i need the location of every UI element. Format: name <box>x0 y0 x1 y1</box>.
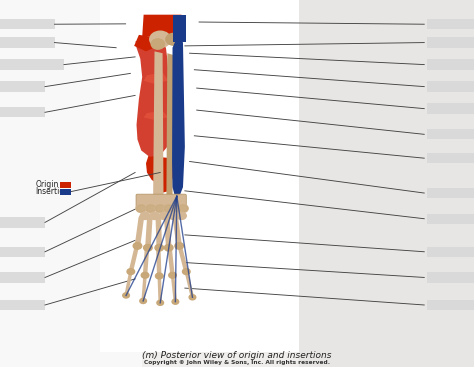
FancyBboxPatch shape <box>427 129 474 139</box>
Circle shape <box>155 273 163 279</box>
Circle shape <box>137 205 146 212</box>
Polygon shape <box>142 15 183 37</box>
Circle shape <box>178 205 188 212</box>
Polygon shape <box>172 41 185 196</box>
Circle shape <box>151 39 164 49</box>
FancyBboxPatch shape <box>60 182 71 188</box>
Circle shape <box>150 212 159 219</box>
FancyBboxPatch shape <box>427 19 474 29</box>
FancyBboxPatch shape <box>0 300 45 310</box>
Circle shape <box>172 299 179 304</box>
Text: Insertion: Insertion <box>36 187 69 196</box>
Circle shape <box>123 293 129 298</box>
Circle shape <box>140 212 150 219</box>
Text: Origin: Origin <box>36 180 59 189</box>
FancyBboxPatch shape <box>0 0 142 367</box>
Circle shape <box>164 244 173 251</box>
FancyBboxPatch shape <box>427 247 474 257</box>
FancyBboxPatch shape <box>0 19 55 29</box>
FancyBboxPatch shape <box>427 59 474 70</box>
Circle shape <box>141 272 149 278</box>
FancyBboxPatch shape <box>427 37 474 48</box>
Circle shape <box>140 298 146 304</box>
Polygon shape <box>136 41 174 158</box>
FancyBboxPatch shape <box>60 189 71 195</box>
Polygon shape <box>144 111 169 120</box>
Polygon shape <box>153 51 164 202</box>
Text: Copyright © John Wiley & Sons, Inc. All rights reserved.: Copyright © John Wiley & Sons, Inc. All … <box>144 360 330 365</box>
FancyBboxPatch shape <box>427 188 474 198</box>
Circle shape <box>164 204 174 212</box>
FancyBboxPatch shape <box>136 194 186 210</box>
Circle shape <box>175 243 183 249</box>
FancyBboxPatch shape <box>0 81 45 92</box>
Circle shape <box>155 205 165 212</box>
Circle shape <box>150 31 171 47</box>
Circle shape <box>136 204 146 212</box>
FancyBboxPatch shape <box>427 300 474 310</box>
FancyBboxPatch shape <box>0 217 45 228</box>
Circle shape <box>146 204 156 212</box>
FancyBboxPatch shape <box>427 81 474 92</box>
Circle shape <box>157 300 164 305</box>
FancyBboxPatch shape <box>100 0 299 352</box>
Polygon shape <box>144 73 169 83</box>
FancyBboxPatch shape <box>173 15 186 42</box>
FancyBboxPatch shape <box>299 0 474 367</box>
Circle shape <box>177 212 186 219</box>
Polygon shape <box>156 180 170 193</box>
Circle shape <box>155 244 164 251</box>
Polygon shape <box>146 156 175 185</box>
FancyBboxPatch shape <box>427 272 474 283</box>
Circle shape <box>189 295 196 300</box>
Circle shape <box>169 212 178 219</box>
FancyBboxPatch shape <box>427 214 474 224</box>
FancyBboxPatch shape <box>0 59 64 70</box>
Circle shape <box>169 272 176 278</box>
Circle shape <box>146 205 155 212</box>
FancyBboxPatch shape <box>427 153 474 163</box>
Circle shape <box>172 205 182 212</box>
FancyBboxPatch shape <box>427 103 474 114</box>
Circle shape <box>159 212 169 219</box>
FancyBboxPatch shape <box>0 272 45 283</box>
FancyBboxPatch shape <box>0 37 55 48</box>
Polygon shape <box>134 35 158 51</box>
Circle shape <box>164 205 173 212</box>
FancyBboxPatch shape <box>0 107 45 117</box>
Circle shape <box>166 33 181 45</box>
FancyBboxPatch shape <box>0 247 45 257</box>
Circle shape <box>178 204 188 212</box>
Circle shape <box>144 244 152 251</box>
Circle shape <box>133 243 142 249</box>
Circle shape <box>155 204 165 212</box>
Circle shape <box>172 204 182 212</box>
Circle shape <box>127 269 135 275</box>
Circle shape <box>182 269 190 275</box>
Text: (m) Posterior view of origin and insertions: (m) Posterior view of origin and inserti… <box>142 352 332 360</box>
Polygon shape <box>166 53 173 202</box>
